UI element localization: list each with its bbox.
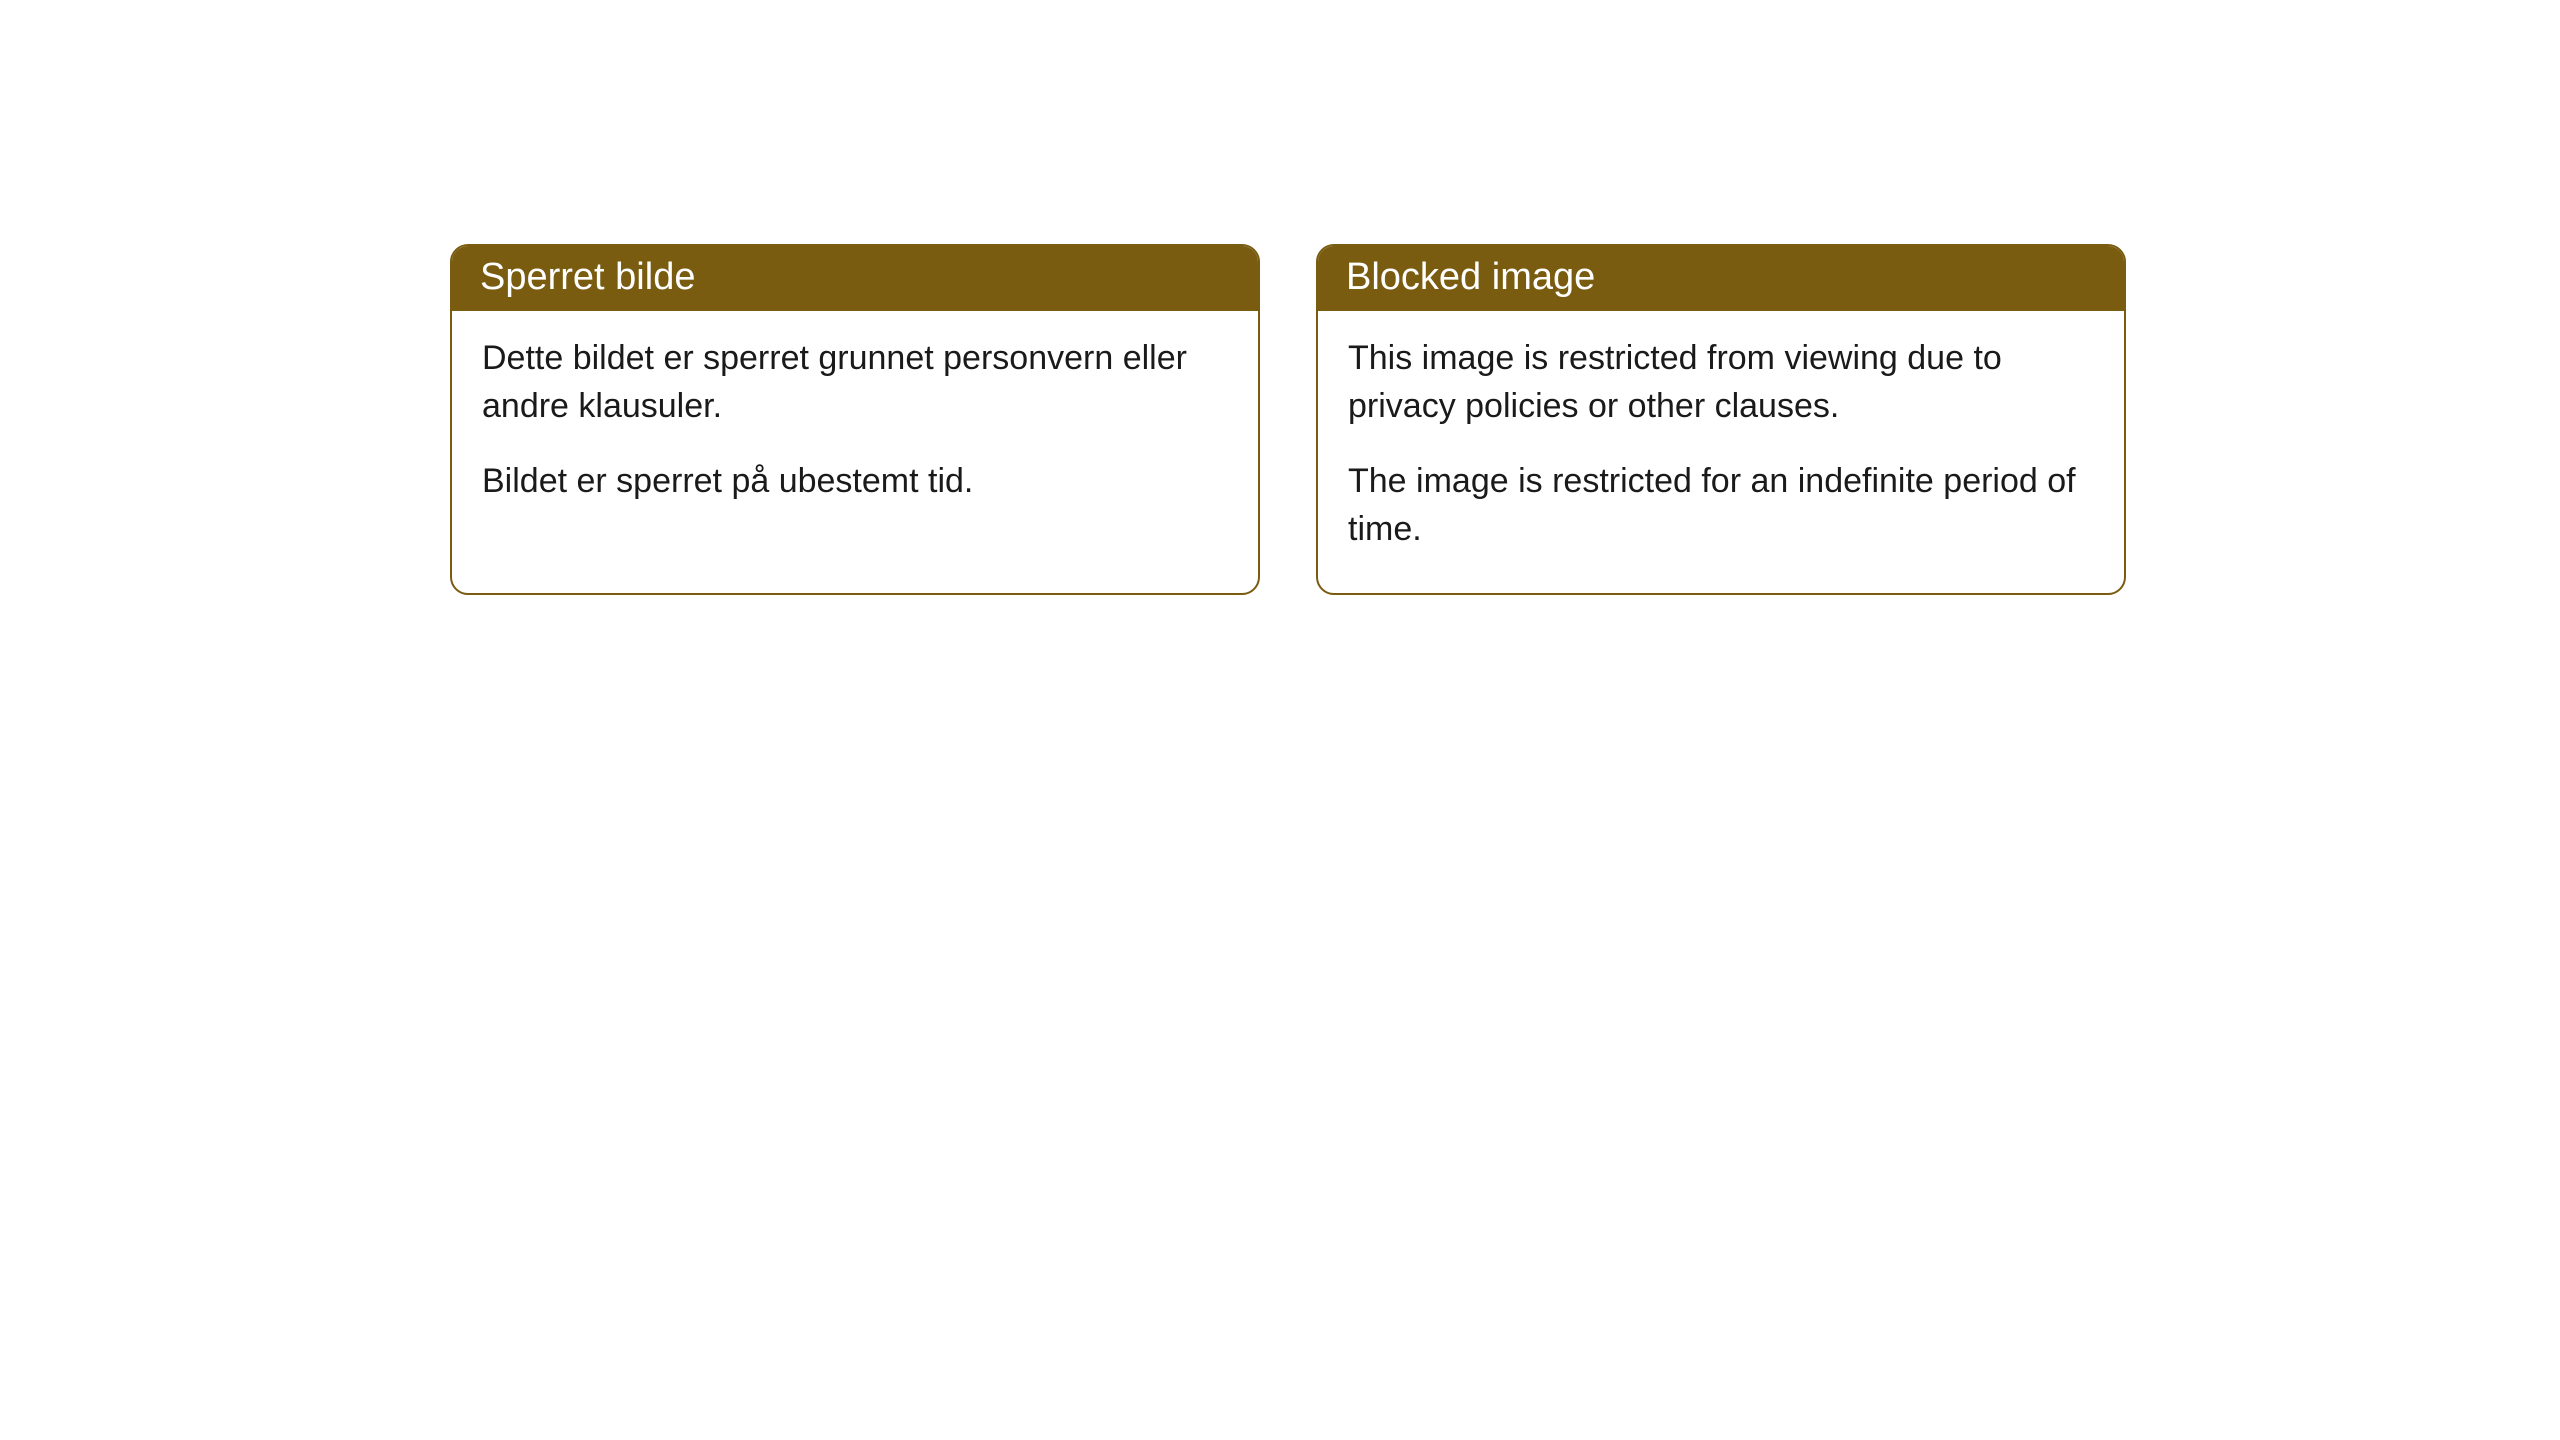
card-body: Dette bildet er sperret grunnet personve…: [452, 311, 1258, 546]
card-header: Blocked image: [1318, 246, 2124, 311]
card-body: This image is restricted from viewing du…: [1318, 311, 2124, 593]
card-paragraph: This image is restricted from viewing du…: [1348, 335, 2094, 430]
card-paragraph: Dette bildet er sperret grunnet personve…: [482, 335, 1228, 430]
card-header: Sperret bilde: [452, 246, 1258, 311]
card-title: Sperret bilde: [480, 256, 695, 298]
notice-card-english: Blocked image This image is restricted f…: [1316, 244, 2126, 595]
card-paragraph: The image is restricted for an indefinit…: [1348, 458, 2094, 553]
notice-card-norwegian: Sperret bilde Dette bildet er sperret gr…: [450, 244, 1260, 595]
notice-container: Sperret bilde Dette bildet er sperret gr…: [450, 244, 2126, 595]
card-paragraph: Bildet er sperret på ubestemt tid.: [482, 458, 1228, 506]
card-title: Blocked image: [1346, 256, 1595, 298]
